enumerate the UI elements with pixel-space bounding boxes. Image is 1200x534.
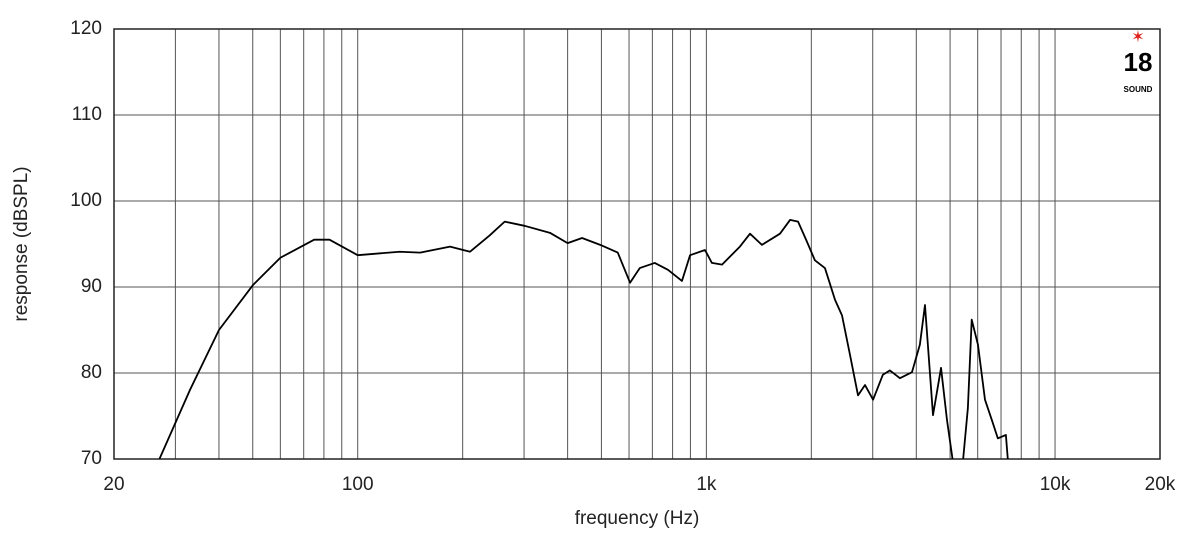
y-tick-label: 70 [81,448,102,469]
logo-number: 18 [1124,47,1153,77]
x-tick-label: 1k [696,474,717,495]
y-tick-label: 110 [72,104,102,125]
x-tick-label: 20 [103,474,124,495]
logo-star: ✶ [1131,29,1144,46]
plot-frame [113,28,1161,460]
y-axis-label: response (dBSPL) [11,166,32,321]
x-tick-label: 20k [1145,474,1176,495]
y-tick-label: 90 [81,276,102,297]
y-tick-label: 100 [70,190,102,211]
logo-brand: SOUND [1124,85,1153,94]
response-line [158,219,1009,459]
x-axis-label: frequency (Hz) [575,508,700,529]
x-tick-label: 100 [342,474,374,495]
x-tick-label: 10k [1040,474,1071,495]
y-tick-label: 120 [70,18,102,39]
y-tick-label: 80 [81,362,102,383]
logo: ✶ 18 SOUND [1124,29,1153,94]
